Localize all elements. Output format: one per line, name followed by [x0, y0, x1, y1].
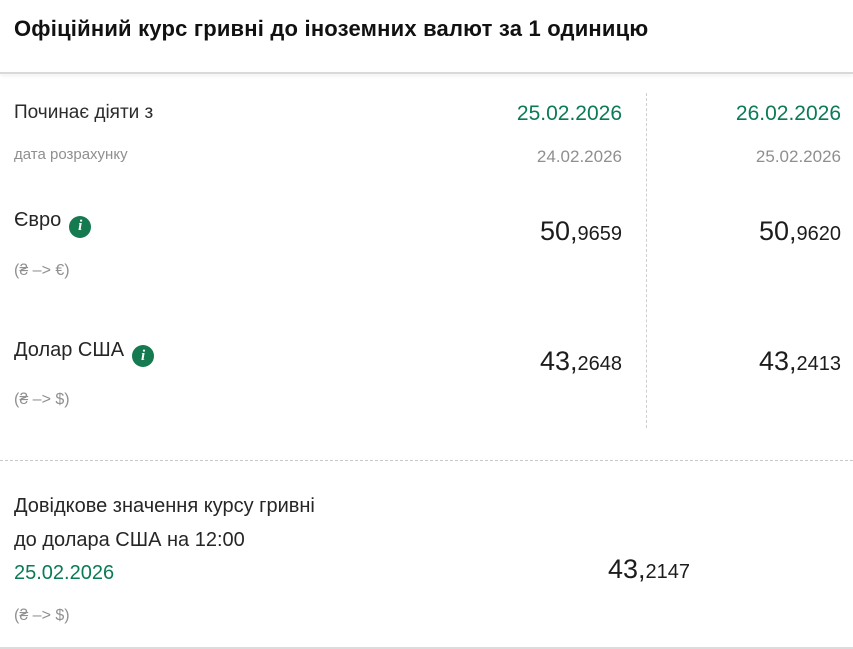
reference-date: 25.02.2026 — [14, 562, 115, 584]
reference-heading: Довідкове значення курсу гривні до долар… — [14, 489, 444, 557]
column-divider-dashed — [646, 93, 647, 428]
rate-int: 43, — [758, 345, 797, 376]
reference-heading-line2: до долара США на 12:00 — [14, 529, 245, 551]
date-column-1: 25.02.2026 24.02.2026 — [444, 101, 622, 167]
rate-frac: 2648 — [577, 352, 623, 375]
currency-name-euro: Євро i — [14, 208, 444, 238]
reference-rate-value: 43,2147 — [608, 554, 690, 585]
rate-frac: 2147 — [645, 561, 691, 583]
rate-row-euro: Євро i (₴ –> €) 50,9659 50,9620 — [0, 208, 853, 280]
euro-label-block: Євро i (₴ –> €) — [14, 208, 444, 280]
dates-header-row: Починає діяти з дата розрахунку 25.02.20… — [0, 101, 853, 167]
reference-rate-section: Довідкове значення курсу гривні до долар… — [0, 461, 853, 647]
euro-rate-col1: 50,9659 — [444, 208, 622, 280]
calculation-date-label: дата розрахунку — [14, 146, 128, 163]
dates-header-labels: Починає діяти з дата розрахунку — [14, 101, 444, 167]
usd-label-block: Долар США i (₴ –> $) — [14, 338, 444, 410]
rate-row-usd: Долар США i (₴ –> $) 43,2648 43,2413 — [0, 338, 853, 410]
currency-name-usd-text: Долар США — [14, 338, 125, 361]
date-column-2: 26.02.2026 25.02.2026 — [659, 101, 853, 167]
effective-date-col2: 26.02.2026 — [735, 102, 841, 125]
currency-name-euro-text: Євро — [14, 209, 62, 231]
usd-rate-col2: 43,2413 — [659, 338, 853, 410]
pair-note-usd: (₴ –> $) — [14, 391, 70, 408]
page-title: Офіційний курс гривні до іноземних валют… — [14, 16, 649, 41]
info-icon[interactable]: i — [132, 345, 155, 367]
calculation-date-col1: 24.02.2026 — [536, 147, 622, 166]
effective-date-col1: 25.02.2026 — [516, 102, 622, 125]
rate-value: 43,2413 — [659, 346, 841, 377]
calculation-date-col2: 25.02.2026 — [755, 147, 841, 166]
reference-heading-line1: Довідкове значення курсу гривні — [14, 495, 315, 517]
reference-pair-note: (₴ –> $) — [14, 607, 70, 624]
rate-value: 50,9659 — [444, 216, 622, 247]
rate-frac: 9659 — [577, 223, 623, 245]
rate-int: 50, — [539, 216, 578, 246]
rate-int: 43, — [607, 554, 646, 584]
rate-int: 50, — [758, 216, 797, 246]
rate-value: 43,2648 — [444, 346, 622, 377]
rate-int: 43, — [539, 345, 578, 376]
rate-frac: 9620 — [796, 223, 842, 245]
info-icon[interactable]: i — [69, 215, 92, 238]
currency-name-usd: Долар США i — [14, 338, 444, 367]
effective-date-label: Починає діяти з — [14, 102, 154, 123]
euro-rate-col2: 50,9620 — [659, 208, 853, 280]
pair-note-euro: (₴ –> €) — [14, 261, 70, 279]
usd-rate-col1: 43,2648 — [444, 338, 622, 410]
rate-frac: 2413 — [796, 352, 842, 375]
rate-value: 50,9620 — [659, 216, 841, 247]
section-divider-dashed — [0, 460, 853, 461]
rates-table: Починає діяти з дата розрахунку 25.02.20… — [0, 73, 853, 649]
title-divider — [0, 72, 853, 74]
